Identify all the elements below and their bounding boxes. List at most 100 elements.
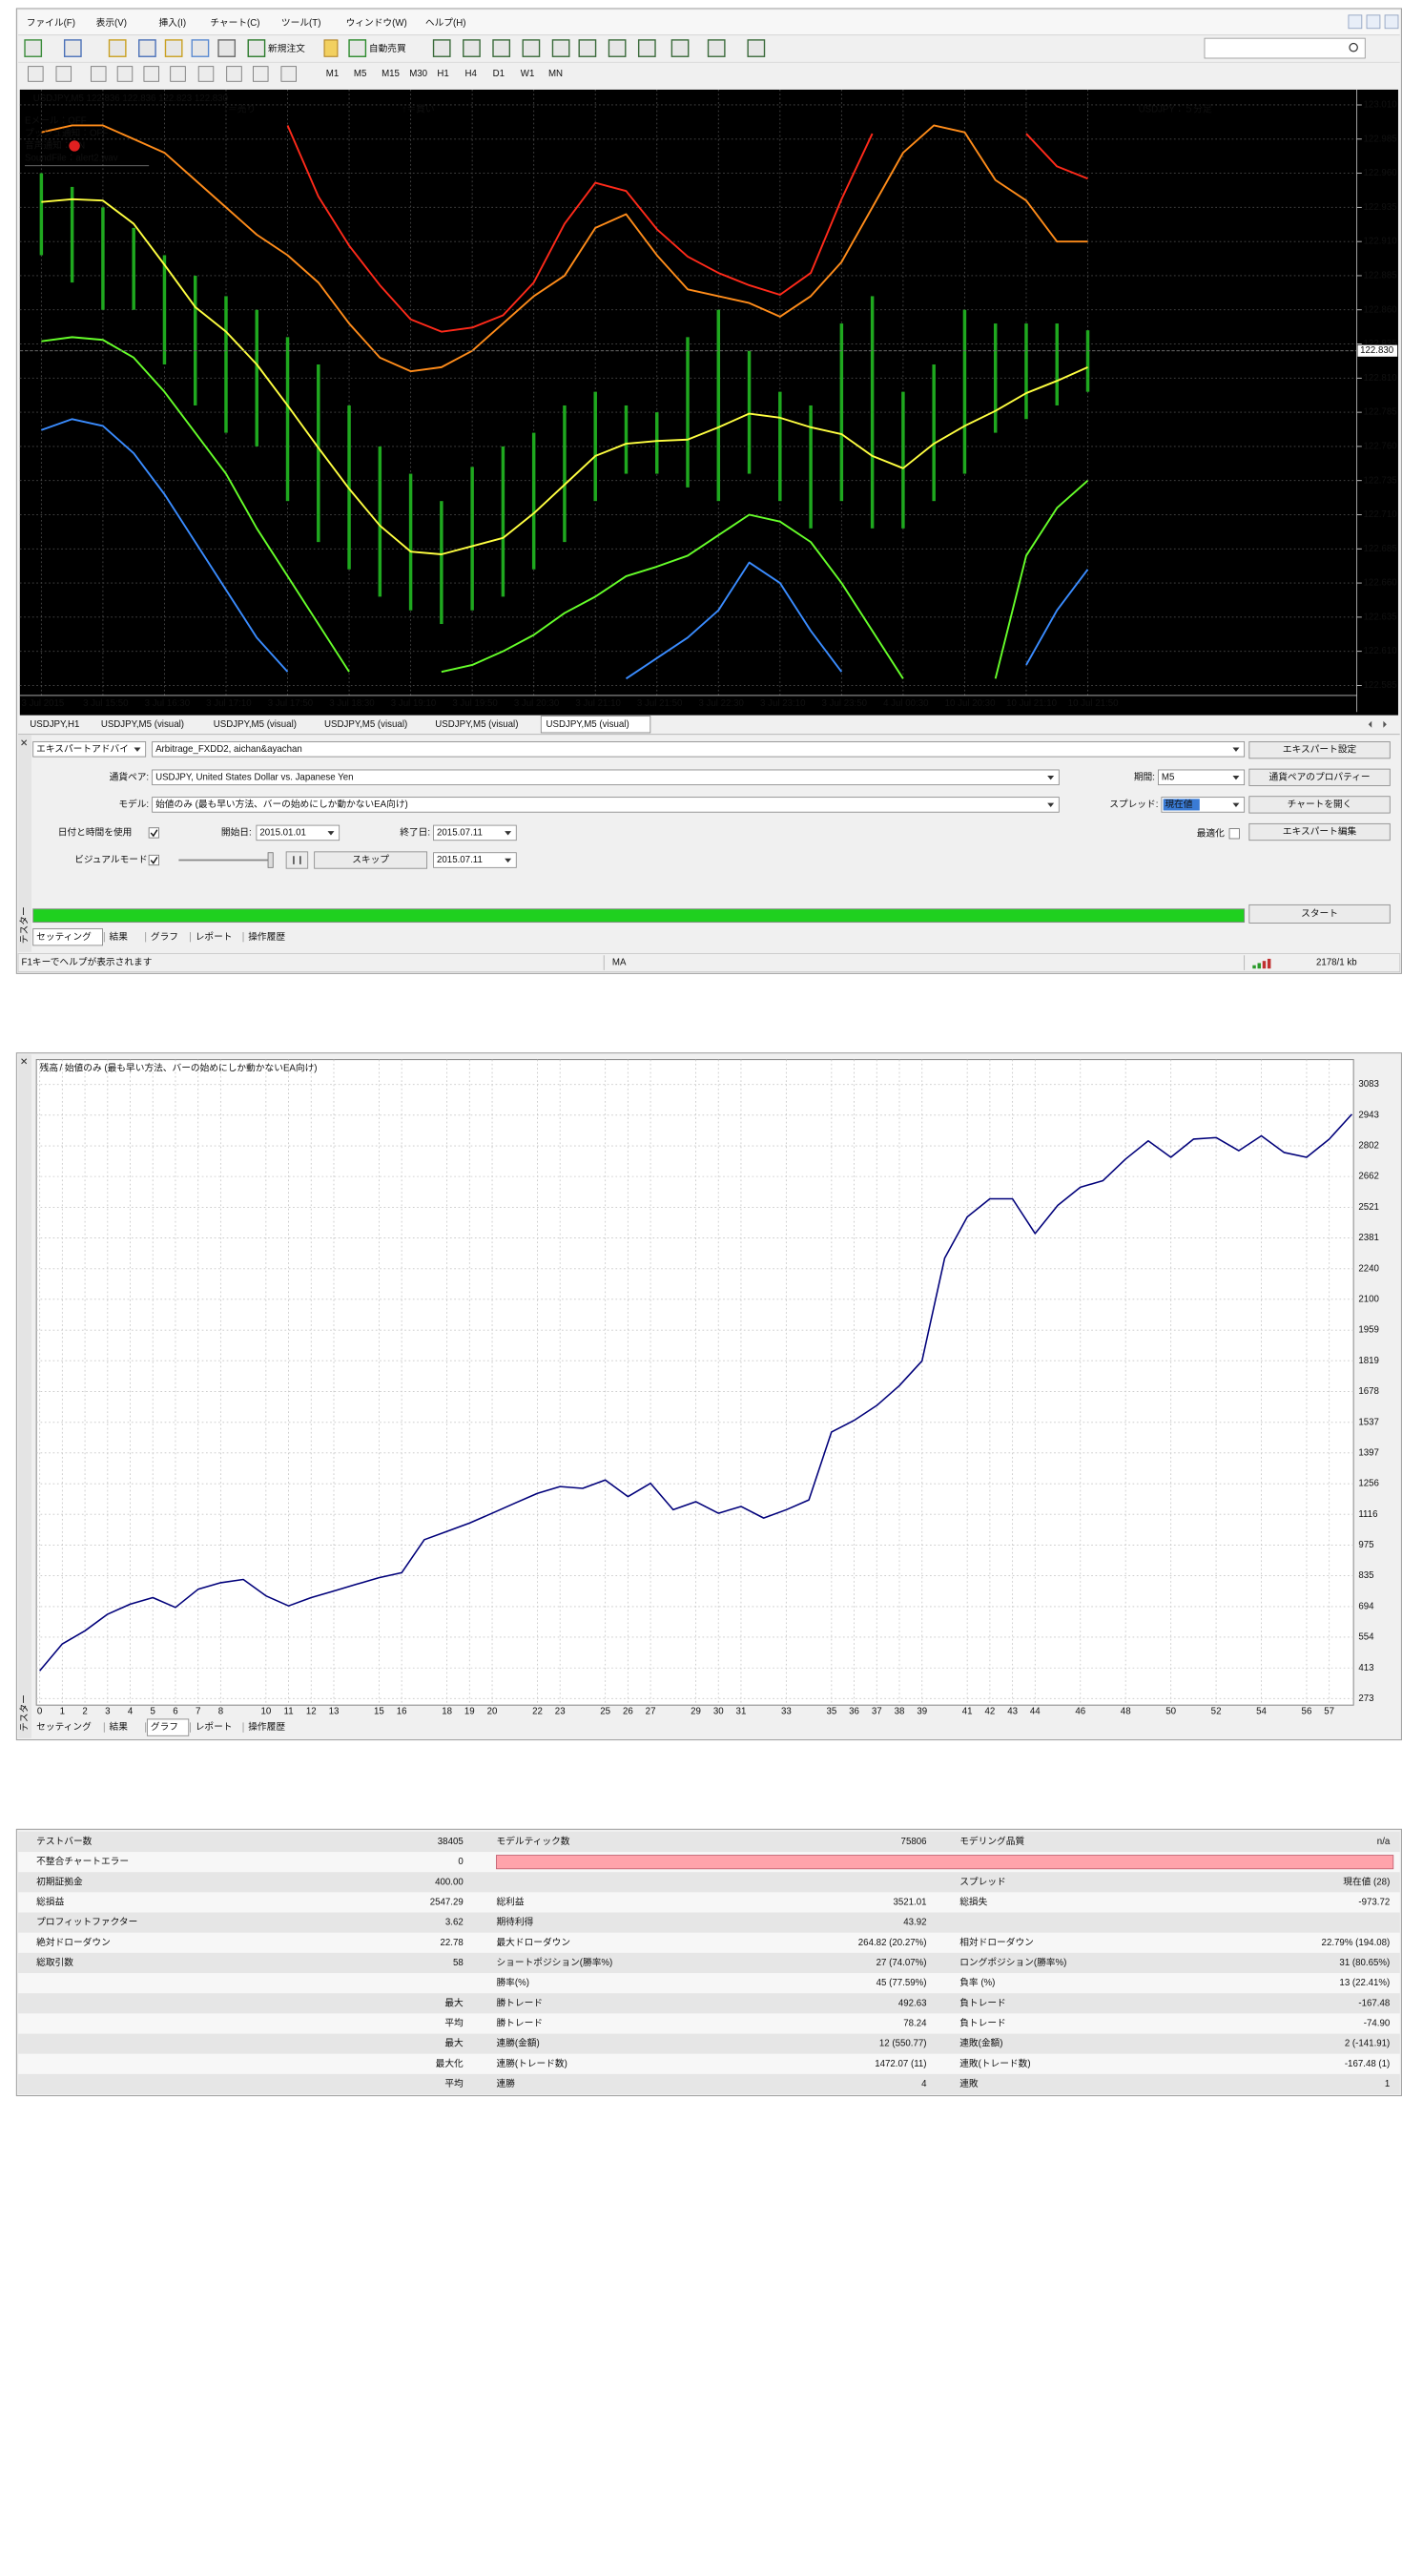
toolbar-icon[interactable]	[747, 39, 766, 57]
menu-item[interactable]: 挿入(I)	[159, 16, 187, 29]
dropdown-value[interactable]: 現在値	[1165, 798, 1192, 810]
button-label[interactable]: スキップ	[352, 854, 389, 865]
tester-tab-label[interactable]: セッティング	[36, 930, 92, 943]
toolbar-icon[interactable]	[217, 39, 237, 57]
menu-item[interactable]: ツール(T)	[281, 18, 321, 29]
chart-tab-label[interactable]: USDJPY,M5 (visual)	[435, 719, 518, 730]
toolbar-icon[interactable]	[707, 39, 726, 57]
dropdown[interactable]	[256, 824, 340, 841]
button[interactable]	[1248, 741, 1391, 759]
toolbar-icon[interactable]	[116, 66, 134, 82]
toolbar-icon[interactable]	[170, 66, 186, 82]
dropdown-value[interactable]: 2015.07.11	[437, 827, 483, 838]
dropdown-value[interactable]: Arbitrage_FXDD2, aichan&ayachan	[155, 744, 302, 755]
toolbar-icon[interactable]	[578, 39, 597, 57]
toolbar-button[interactable]: 自動売買	[369, 42, 406, 54]
dropdown-value[interactable]: M5	[1162, 772, 1174, 782]
toolbar-icon[interactable]	[637, 39, 656, 57]
search-box[interactable]	[1204, 37, 1366, 59]
window-control[interactable]	[1348, 14, 1363, 30]
toolbar-icon[interactable]	[55, 66, 72, 82]
checkbox[interactable]	[148, 854, 159, 866]
button-label[interactable]: エキスパート設定	[1283, 744, 1357, 756]
toolbar-icon[interactable]	[143, 66, 159, 82]
timeframe-button[interactable]: D1	[493, 69, 505, 79]
pause-button[interactable]	[285, 851, 309, 869]
toolbar-icon[interactable]	[24, 39, 43, 57]
toolbar-icon[interactable]	[463, 39, 481, 57]
toolbar-icon[interactable]	[670, 39, 690, 57]
checkbox[interactable]	[1228, 828, 1240, 840]
chart-tab-label[interactable]: USDJPY,M5 (visual)	[324, 719, 407, 730]
chart-tab[interactable]	[430, 716, 538, 733]
tester-tab-label[interactable]: 結果	[110, 1720, 129, 1733]
dropdown[interactable]	[1157, 769, 1246, 786]
toolbar-icon[interactable]	[608, 39, 627, 57]
tester-tab-label[interactable]: グラフ	[151, 1720, 178, 1733]
toolbar-icon[interactable]	[164, 39, 183, 57]
button[interactable]	[1248, 822, 1391, 841]
menu-item[interactable]: チャート(C)	[210, 17, 259, 29]
toolbar-icon[interactable]	[348, 39, 367, 57]
timeframe-button[interactable]: H4	[465, 69, 478, 79]
tester-tab-label[interactable]: 結果	[110, 930, 129, 943]
toolbar-icon[interactable]	[90, 66, 107, 82]
toolbar-icon[interactable]	[492, 39, 511, 57]
toolbar-icon[interactable]	[191, 39, 210, 57]
chart-tab-label[interactable]: USDJPY,M5 (visual)	[214, 719, 297, 730]
dropdown-value[interactable]: 始値のみ (最も早い方法、バーの始めにしか動かないEA向け)	[155, 798, 408, 810]
toolbar-icon[interactable]	[280, 66, 297, 82]
menu-item[interactable]: ファイル(F)	[27, 18, 75, 29]
menu-item[interactable]: 表示(V)	[96, 17, 127, 29]
timeframe-button[interactable]: W1	[521, 69, 535, 79]
timeframe-button[interactable]: MN	[548, 69, 563, 79]
chart-tab[interactable]	[25, 716, 93, 733]
tester-tab-label[interactable]: レポート	[196, 1721, 233, 1733]
dropdown[interactable]	[433, 824, 517, 841]
toolbar-icon[interactable]	[253, 66, 269, 82]
dropdown[interactable]	[152, 741, 1246, 758]
tester-tab-label[interactable]: 操作履歴	[248, 930, 285, 943]
dropdown[interactable]	[152, 769, 1060, 786]
toolbar-icon[interactable]	[226, 66, 242, 82]
toolbar-icon[interactable]	[522, 39, 541, 57]
dropdown-value[interactable]: 2015.07.11	[437, 855, 483, 865]
chart-tab-label[interactable]: USDJPY,M5 (visual)	[101, 719, 184, 730]
button-label[interactable]: 通貨ペアのプロパティー	[1268, 770, 1370, 782]
tester-tab[interactable]	[146, 1718, 190, 1736]
toolbar-icon[interactable]	[138, 39, 156, 57]
chart-tab[interactable]	[95, 716, 206, 733]
window-control[interactable]	[1366, 14, 1381, 30]
button[interactable]	[1248, 796, 1391, 814]
button[interactable]	[314, 851, 428, 869]
dropdown-value[interactable]: USDJPY, United States Dollar vs. Japanes…	[155, 772, 353, 782]
tester-tab-label[interactable]: レポート	[196, 931, 233, 943]
tester-tab-label[interactable]: グラフ	[151, 930, 178, 943]
toolbar-icon[interactable]	[323, 39, 339, 57]
chart-tab[interactable]	[540, 716, 651, 734]
tester-tab[interactable]	[32, 928, 103, 946]
toolbar-icon[interactable]	[28, 66, 44, 82]
toolbar-icon[interactable]	[432, 39, 451, 57]
chart-tab-label[interactable]: USDJPY,H1	[30, 719, 79, 730]
menu-item[interactable]: ウィンドウ(W)	[346, 17, 407, 29]
tester-tab-label[interactable]: セッティング	[36, 1720, 92, 1733]
toolbar-icon[interactable]	[108, 39, 127, 57]
toolbar-button[interactable]: 新規注文	[268, 42, 305, 54]
dropdown[interactable]	[433, 852, 517, 868]
dropdown-value[interactable]: 2015.01.01	[259, 827, 306, 838]
button[interactable]	[1248, 904, 1391, 924]
toolbar-icon[interactable]	[247, 39, 266, 57]
timeframe-button[interactable]: M1	[326, 69, 339, 79]
chart-tab[interactable]	[319, 716, 427, 733]
chart-tab[interactable]	[208, 716, 317, 733]
checkbox[interactable]	[148, 827, 159, 839]
dropdown[interactable]	[152, 797, 1060, 813]
toolbar-icon[interactable]	[63, 39, 82, 57]
button[interactable]	[1248, 768, 1391, 786]
button-label[interactable]: スタート	[1301, 907, 1338, 919]
toolbar-icon[interactable]	[197, 66, 215, 82]
button-label[interactable]: チャートを開く	[1288, 799, 1352, 810]
window-control[interactable]	[1384, 14, 1399, 30]
menu-item[interactable]: ヘルプ(H)	[425, 17, 466, 29]
